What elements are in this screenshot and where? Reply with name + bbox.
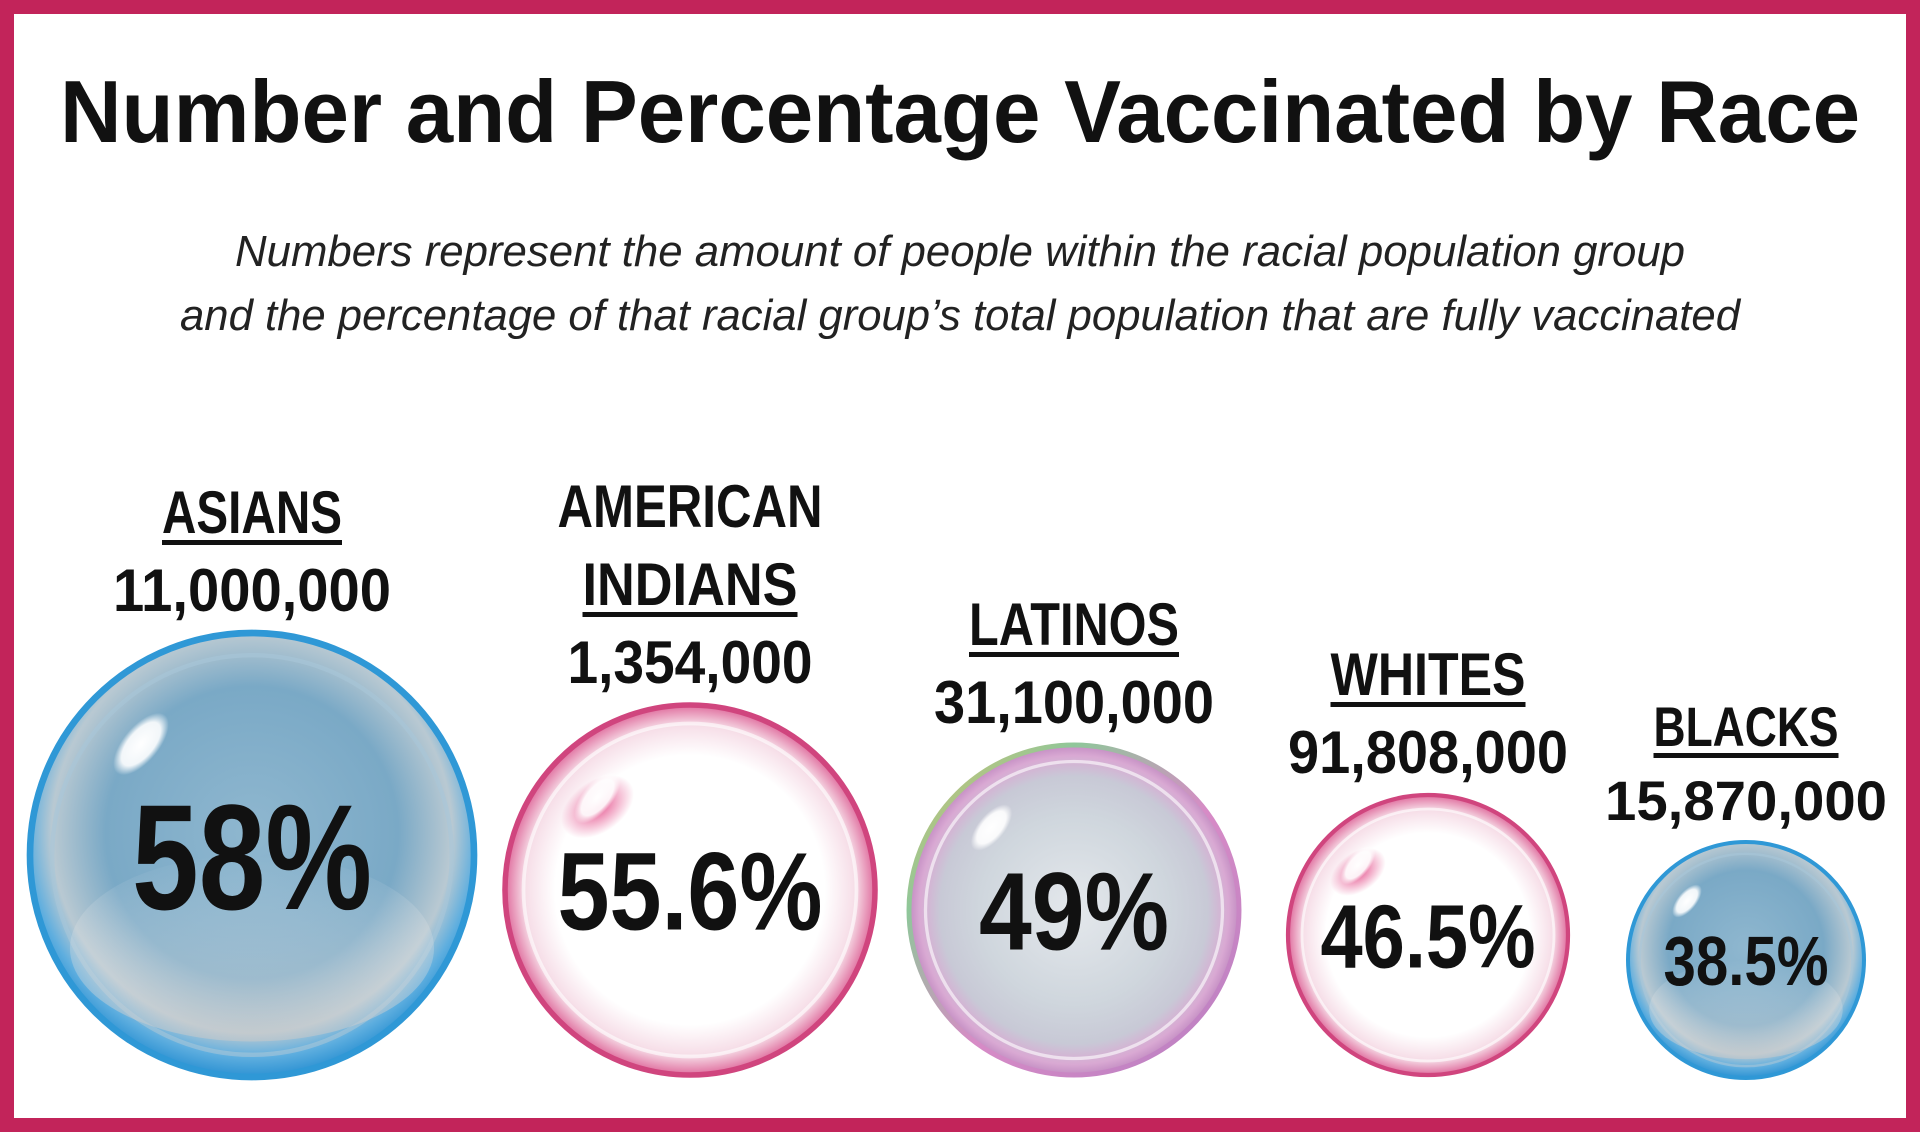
- bubble-highlight-asians: [113, 712, 169, 776]
- category-underline-latinos: [969, 652, 1179, 657]
- bubble-highlight-latinos: [970, 804, 1013, 851]
- category-label-latinos-line-1: LATINOS: [969, 591, 1179, 658]
- category-label-blacks-line-1: BLACKS: [1654, 695, 1839, 758]
- count-label-latinos: 31,100,000: [934, 669, 1214, 736]
- percent-label-american-indians: 55.6%: [558, 831, 823, 954]
- percent-label-blacks: 38.5%: [1664, 922, 1829, 1000]
- bubble-lower-shade-asians: [69, 855, 435, 1042]
- category-label-asians-line-1: ASIANS: [162, 479, 342, 546]
- category-label-whites-line-1: WHITES: [1331, 641, 1526, 708]
- bubble-inner-ring-whites: [1300, 807, 1556, 1063]
- count-label-whites: 91,808,000: [1288, 719, 1568, 786]
- bubble-lower-shade-blacks: [1649, 960, 1843, 1060]
- count-label-blacks: 15,870,000: [1605, 769, 1887, 832]
- bubble-highlight-blacks: [1672, 884, 1702, 918]
- bubble-group: 58% 11,000,000 ASIANS 55.6% 1,354,000 AMERICA…: [26, 473, 1887, 1081]
- category-underline-american-indians: [582, 612, 798, 617]
- chart-subtitle-line-2: and the percentage of that racial group’…: [180, 291, 1742, 340]
- chart-title: Number and Percentage Vaccinated by Race: [60, 62, 1860, 161]
- bubble-whites: 46.5% 91,808,000 WHITES: [1285, 641, 1571, 1078]
- bubble-latinos: 49% 31,100,000 LATINOS: [906, 591, 1242, 1078]
- category-underline-whites: [1330, 702, 1526, 707]
- category-underline-blacks: [1653, 753, 1839, 758]
- category-underline-asians: [162, 540, 342, 545]
- bubble-highlight-american-indians: [574, 771, 621, 824]
- bubble-inner-ring-latinos: [923, 759, 1225, 1061]
- category-label-american-indians-line-2: INDIANS: [583, 551, 798, 618]
- bubble-inner-ring-blacks: [1638, 852, 1854, 1068]
- bubble-blacks: 38.5% 15,870,000 BLACKS: [1605, 695, 1887, 1080]
- count-label-asians: 11,000,000: [113, 557, 391, 624]
- bubble-highlight-whites: [1340, 845, 1376, 885]
- bubble-inner-ring-asians: [49, 652, 455, 1058]
- percent-label-latinos: 49%: [979, 851, 1169, 974]
- bubble-asians: 58% 11,000,000 ASIANS: [26, 479, 478, 1081]
- bubble-american-indians: 55.6% 1,354,000 AMERICAN INDIANS: [502, 473, 878, 1078]
- percent-label-whites: 46.5%: [1321, 887, 1536, 987]
- percent-label-asians: 58%: [132, 773, 372, 941]
- bubble-inner-ring-american-indians: [521, 721, 859, 1059]
- category-label-american-indians-line-1: AMERICAN: [558, 473, 823, 540]
- count-label-american-indians: 1,354,000: [568, 629, 813, 696]
- chart-subtitle-line-1: Numbers represent the amount of people w…: [235, 227, 1685, 276]
